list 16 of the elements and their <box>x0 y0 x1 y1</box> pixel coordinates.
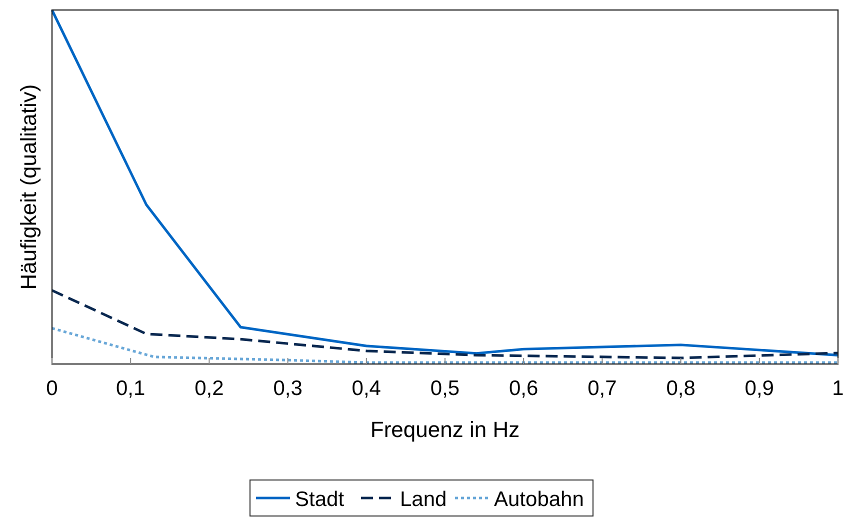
y-axis-title: Häufigkeit (qualitativ) <box>16 84 41 290</box>
x-tick-label: 0,2 <box>194 377 224 400</box>
x-tick-label: 1 <box>832 377 843 400</box>
legend-label: Autobahn <box>494 488 584 511</box>
x-axis-title: Frequenz in Hz <box>370 417 520 442</box>
x-tick-label: 0 <box>46 377 58 400</box>
x-tick-label: 0,3 <box>273 377 302 400</box>
x-tick-label: 0,6 <box>509 377 538 400</box>
x-tick-label: 0,8 <box>666 377 696 400</box>
x-tick-label: 0,4 <box>352 377 382 400</box>
x-tick-label: 0,9 <box>744 377 774 400</box>
legend-label: Stadt <box>295 488 344 511</box>
legend-label: Land <box>400 488 447 511</box>
x-tick-label: 0,5 <box>430 377 460 400</box>
x-tick-label: 0,7 <box>588 377 617 400</box>
x-tick-label: 0,1 <box>116 377 146 400</box>
